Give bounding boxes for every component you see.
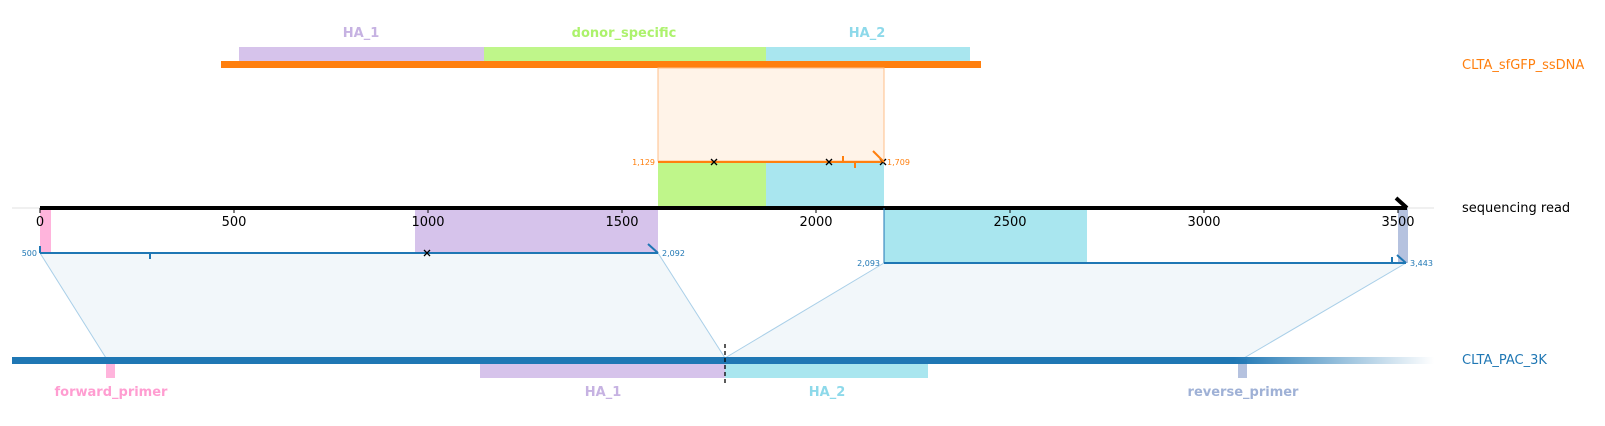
donor-feature-donor-specific-label: donor_specific	[572, 26, 677, 41]
read-axis-tick-label: 2000	[799, 215, 832, 230]
alignment-2-end: 3,443	[1410, 259, 1433, 268]
read-name-label: sequencing read	[1462, 201, 1570, 216]
donor-backbone	[221, 61, 981, 68]
donor-track: HA_1 donor_specific HA_2	[221, 26, 981, 68]
donor-alignment: 1,129 1,709	[632, 67, 910, 208]
alignment-end-arrow	[647, 243, 659, 254]
read-reverse-primer-region	[1398, 208, 1408, 263]
alignment-connector-lines	[39, 252, 1407, 359]
donor-alignment-start: 1,129	[632, 158, 655, 167]
donor-feature-donor-specific-bar	[484, 47, 766, 63]
alignment-2-start: 2,093	[857, 259, 880, 268]
mismatch-marker	[423, 249, 431, 257]
reference-alignment-2: 2,093 3,443	[857, 208, 1433, 268]
reference-backbone	[12, 357, 1234, 364]
read-donor-specific-region	[658, 162, 766, 208]
reference-feature-ha1-label: HA_1	[585, 385, 622, 400]
reference-feature-ha2-label: HA_2	[809, 385, 846, 400]
read-axis: 0 500 1000 1500 2000 2500 3000 3500	[12, 196, 1434, 230]
read-axis-tick-label: 3000	[1187, 215, 1220, 230]
read-axis-ticks: 0 500 1000 1500 2000 2500 3000 3500	[36, 208, 1415, 230]
reference-backbone-fade	[1234, 357, 1434, 364]
reference-feature-reverse-primer-label: reverse_primer	[1188, 385, 1300, 400]
mismatch-marker	[710, 158, 718, 166]
donor-feature-ha1-bar	[239, 47, 484, 63]
reference-alignment-1: 500 2,092	[22, 243, 685, 259]
alignment-end-arrow	[1396, 254, 1407, 264]
read-axis-tick-label: 1000	[411, 215, 444, 230]
mismatch-marker	[825, 158, 833, 166]
reference-name-label: CLTA_PAC_3K	[1462, 353, 1547, 368]
alignment-1-start: 500	[22, 249, 37, 258]
donor-feature-ha2-label: HA_2	[849, 26, 886, 41]
read-direction-arrow	[1394, 196, 1409, 210]
read-axis-tick-label: 0	[36, 215, 44, 230]
donor-feature-ha1-label: HA_1	[343, 26, 380, 41]
read-axis-tick-label: 2500	[993, 215, 1026, 230]
read-ha2-region	[884, 208, 1087, 263]
reference-alignment-1-shade	[40, 253, 725, 358]
alignment-1-end: 2,092	[662, 249, 685, 258]
read-ha2-donor-region	[766, 162, 884, 208]
read-axis-tick-label: 3500	[1381, 215, 1414, 230]
read-ha1-region	[415, 208, 658, 253]
read-forward-primer-region	[40, 208, 51, 253]
donor-alignment-span	[657, 67, 885, 162]
reference-feature-forward-primer-label: forward_primer	[55, 385, 169, 400]
reference-alignment-2-shade	[725, 263, 1406, 358]
reference-feature-reverse-primer-bar	[1238, 359, 1247, 378]
read-axis-tick-label: 500	[222, 215, 247, 230]
reference-track: forward_primer HA_1 HA_2 reverse_primer	[12, 344, 1434, 400]
donor-feature-ha2-bar	[766, 47, 970, 63]
donor-name-label: CLTA_sfGFP_ssDNA	[1462, 58, 1584, 73]
alignment-end-arrow	[872, 150, 885, 163]
read-axis-tick-label: 1500	[605, 215, 638, 230]
donor-alignment-end: 1,709	[887, 158, 910, 167]
reference-feature-forward-primer-bar	[106, 359, 115, 378]
